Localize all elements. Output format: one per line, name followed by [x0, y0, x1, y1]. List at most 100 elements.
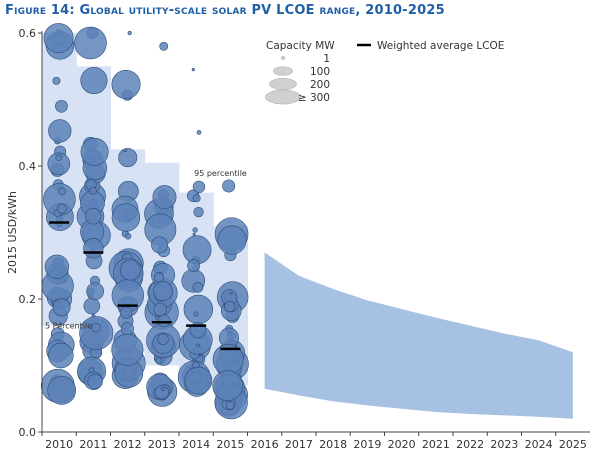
x-tick-label: 2013	[148, 438, 176, 451]
project-bubble-2010	[44, 254, 69, 279]
x-tick-label: 2024	[525, 438, 553, 451]
project-bubble-2013	[154, 385, 169, 400]
legend-capacity-title: Capacity MW	[266, 40, 335, 52]
project-bubble-2010	[59, 322, 63, 326]
project-bubble-2012	[121, 322, 134, 336]
x-tick-label: 2016	[251, 438, 279, 451]
bubble-group	[40, 23, 249, 420]
project-bubble-2015	[217, 225, 247, 255]
project-bubble-2014	[192, 232, 196, 236]
project-bubble-2012	[111, 69, 141, 99]
legend-capacity-bubble	[269, 78, 297, 90]
annotation-95-percentile: 95 percentile	[194, 169, 247, 178]
project-bubble-2012	[111, 333, 144, 366]
x-tick-label: 2023	[490, 438, 518, 451]
project-bubble-2014	[182, 235, 212, 265]
project-bubble-2014	[184, 366, 213, 395]
project-bubble-2011	[91, 322, 101, 333]
project-bubble-2013	[161, 387, 165, 391]
y-tick-label: 0.0	[19, 426, 37, 439]
y-tick-label: 0.4	[19, 160, 37, 173]
project-bubble-2014	[187, 259, 201, 273]
project-bubble-2011	[83, 297, 101, 315]
project-bubble-2013	[157, 333, 169, 345]
y-tick-label: 0.6	[19, 27, 37, 40]
x-tick-label: 2018	[319, 438, 347, 451]
project-bubble-2014	[196, 343, 200, 348]
projection-group	[264, 252, 573, 419]
legend-capacity-label: 100	[310, 66, 330, 78]
x-tick-label: 2012	[114, 438, 142, 451]
project-bubble-2010	[52, 76, 61, 85]
project-bubble-2013	[153, 272, 165, 283]
project-bubble-2012	[124, 233, 132, 240]
legend-capacity-bubble	[265, 89, 301, 105]
project-bubble-2013	[153, 281, 173, 301]
x-tick-label: 2014	[182, 438, 210, 451]
project-bubble-2011	[83, 238, 104, 259]
project-bubble-2013	[152, 185, 177, 210]
legend-weighted-average-label: Weighted average LCOE	[377, 40, 504, 52]
x-tick-label: 2020	[388, 438, 416, 451]
project-bubble-2012	[118, 148, 138, 168]
project-bubble-2011	[87, 373, 103, 390]
project-bubble-2012	[123, 148, 128, 153]
project-bubble-2011	[89, 186, 97, 195]
legend-capacity-label: ≥ 300	[298, 92, 330, 104]
axes-group: 0.0 0.2 0.4 0.6 2010 2011 2012 2013 2014 2015 2016…	[6, 27, 590, 451]
project-bubble-2010	[52, 298, 71, 317]
project-bubble-2013	[151, 236, 168, 254]
x-tick-label: 2022	[456, 438, 484, 451]
x-tick-label: 2010	[45, 438, 73, 451]
project-bubble-2011	[86, 282, 105, 301]
project-bubble-2014	[183, 294, 214, 325]
project-bubble-2014	[196, 130, 202, 135]
x-tick-label: 2019	[353, 438, 381, 451]
x-tick-label: 2011	[79, 438, 107, 451]
project-bubble-2010	[47, 152, 71, 176]
x-tick-label: 2017	[285, 438, 313, 451]
x-tick-label: 2015	[216, 438, 244, 451]
project-bubble-2010	[56, 203, 67, 214]
project-bubble-2010	[48, 119, 72, 143]
project-bubble-2010	[47, 376, 77, 405]
chart-title: Figure 14: Global utility-scale solar PV…	[5, 3, 445, 18]
legend-capacity-bubble	[273, 66, 293, 76]
project-bubble-2011	[80, 66, 108, 95]
project-bubble-2014	[193, 206, 204, 218]
project-bubble-2013	[155, 357, 163, 365]
project-bubble-2014	[192, 282, 204, 293]
project-bubble-2012	[111, 203, 141, 232]
project-bubble-2012	[127, 30, 132, 36]
project-bubble-2013	[159, 41, 169, 51]
project-bubble-2014	[193, 311, 199, 317]
project-bubble-2011	[80, 137, 109, 166]
project-bubble-2015	[212, 370, 243, 402]
legend-capacity-bubble	[280, 56, 286, 60]
project-bubble-2015	[229, 291, 233, 295]
project-bubble-2015	[225, 401, 235, 410]
project-bubble-2013	[157, 314, 171, 328]
project-bubble-2011	[74, 26, 107, 60]
x-tick-label: 2025	[559, 438, 587, 451]
project-bubble-2011	[84, 207, 102, 225]
project-bubble-2014	[192, 180, 206, 194]
project-bubble-2010	[58, 187, 66, 196]
project-bubble-2011	[79, 316, 114, 351]
project-bubble-2014	[192, 194, 201, 203]
y-axis-label: 2015 USD/kWh	[6, 191, 19, 274]
project-bubble-2010	[55, 99, 68, 113]
project-bubble-2015	[222, 179, 236, 193]
y-tick-label: 0.2	[19, 293, 37, 306]
project-bubble-2014	[192, 227, 198, 233]
legend-capacity-label: 1	[323, 53, 330, 65]
project-bubble-2012	[119, 306, 133, 319]
project-bubble-2015	[224, 300, 236, 313]
project-bubble-2010	[48, 342, 74, 369]
x-tick-label: 2021	[422, 438, 450, 451]
projection-range-area	[264, 252, 573, 419]
project-bubble-2013	[153, 302, 167, 316]
legend-capacity-label: 200	[310, 79, 330, 91]
